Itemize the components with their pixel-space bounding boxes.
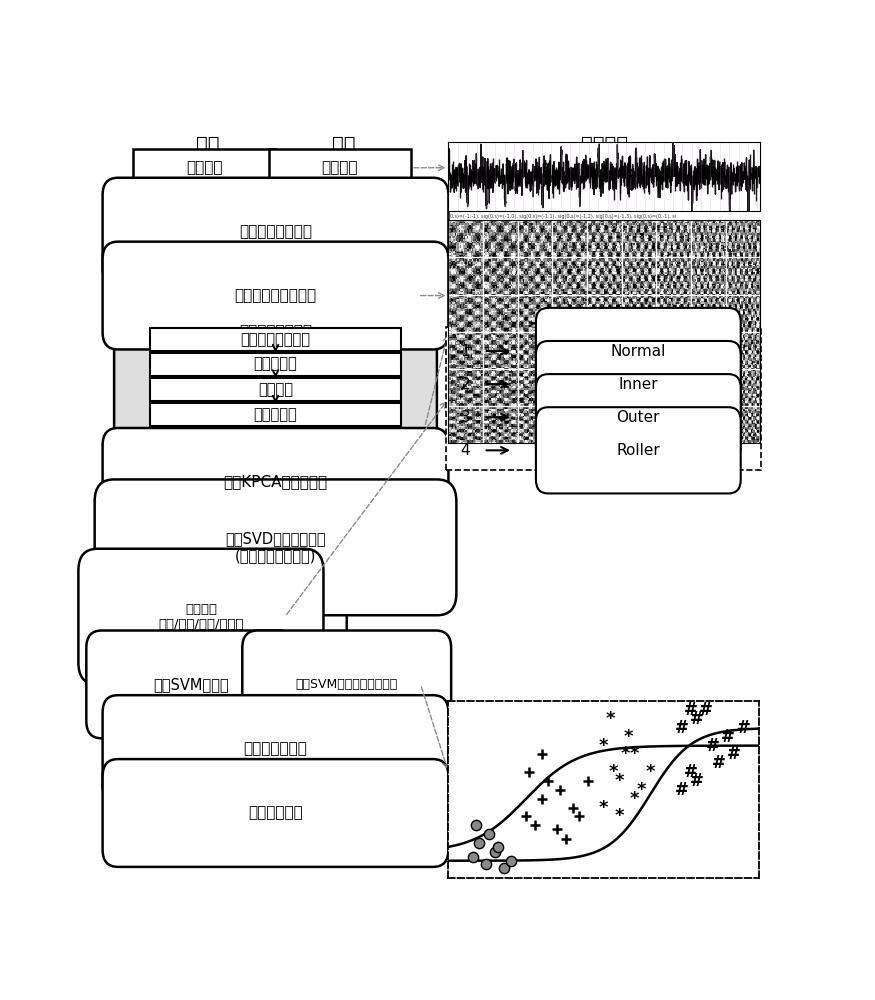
FancyBboxPatch shape [79,549,324,685]
FancyBboxPatch shape [133,149,276,186]
FancyBboxPatch shape [536,374,741,460]
Text: 振动信号至图像转换: 振动信号至图像转换 [234,288,317,303]
Text: 测试数据: 测试数据 [322,160,358,175]
Text: 关键点定位: 关键点定位 [254,357,298,372]
FancyBboxPatch shape [102,695,449,803]
FancyBboxPatch shape [102,759,449,867]
FancyBboxPatch shape [102,428,449,536]
FancyBboxPatch shape [94,479,457,615]
Text: 关键点描述: 关键点描述 [254,407,298,422]
Text: 基于SVD的奇异值提取
(形成最终特征向量): 基于SVD的奇异值提取 (形成最终特征向量) [225,531,326,564]
Text: 基于SVM分类器的故障分类: 基于SVM分类器的故障分类 [296,678,398,691]
Text: 故障诊断结果: 故障诊断结果 [248,806,303,820]
FancyBboxPatch shape [87,631,295,738]
FancyBboxPatch shape [114,307,437,456]
FancyBboxPatch shape [150,403,401,426]
Text: 标记特征
正常/内环/外环/滚动体: 标记特征 正常/内环/外环/滚动体 [158,603,243,631]
Text: 计算分类准确度: 计算分类准确度 [243,742,307,757]
FancyBboxPatch shape [150,328,401,351]
Text: 数据示例: 数据示例 [581,135,628,154]
FancyBboxPatch shape [446,327,761,470]
Text: 3: 3 [460,410,470,425]
Text: 尺度空间极值检测: 尺度空间极值检测 [241,332,311,347]
Text: 基于KPCA的降维过程: 基于KPCA的降维过程 [223,474,327,489]
Text: Inner: Inner [619,377,658,392]
FancyBboxPatch shape [536,308,741,394]
Text: Normal: Normal [611,344,666,359]
Text: 4: 4 [460,443,470,458]
Text: 训练SVM分类器: 训练SVM分类器 [153,677,228,692]
Text: Outer: Outer [617,410,660,425]
Text: 预处理：小波降噪: 预处理：小波降噪 [239,224,312,239]
FancyBboxPatch shape [536,341,741,427]
Text: 测试: 测试 [332,135,355,154]
Text: 2: 2 [460,377,470,392]
Text: (0,s)=(-1,-1), sig(0,s)=(-1,0), sig(0,s)=(-1,1), sig(0,s)=(-1,2), sig(0,s)=(-1,3: (0,s)=(-1,-1), sig(0,s)=(-1,0), sig(0,s)… [449,214,676,219]
Text: 训练数据: 训练数据 [186,160,222,175]
Text: 训练: 训练 [196,135,220,154]
Text: 尺度不变特征提取: 尺度不变特征提取 [239,324,312,339]
FancyBboxPatch shape [536,407,741,493]
Text: 方向分配: 方向分配 [258,382,293,397]
FancyBboxPatch shape [269,149,411,186]
FancyBboxPatch shape [150,353,401,376]
Text: 1: 1 [460,344,470,359]
FancyBboxPatch shape [242,631,452,738]
FancyBboxPatch shape [102,242,449,349]
FancyBboxPatch shape [150,378,401,401]
Text: Roller: Roller [616,443,661,458]
FancyBboxPatch shape [102,178,449,286]
